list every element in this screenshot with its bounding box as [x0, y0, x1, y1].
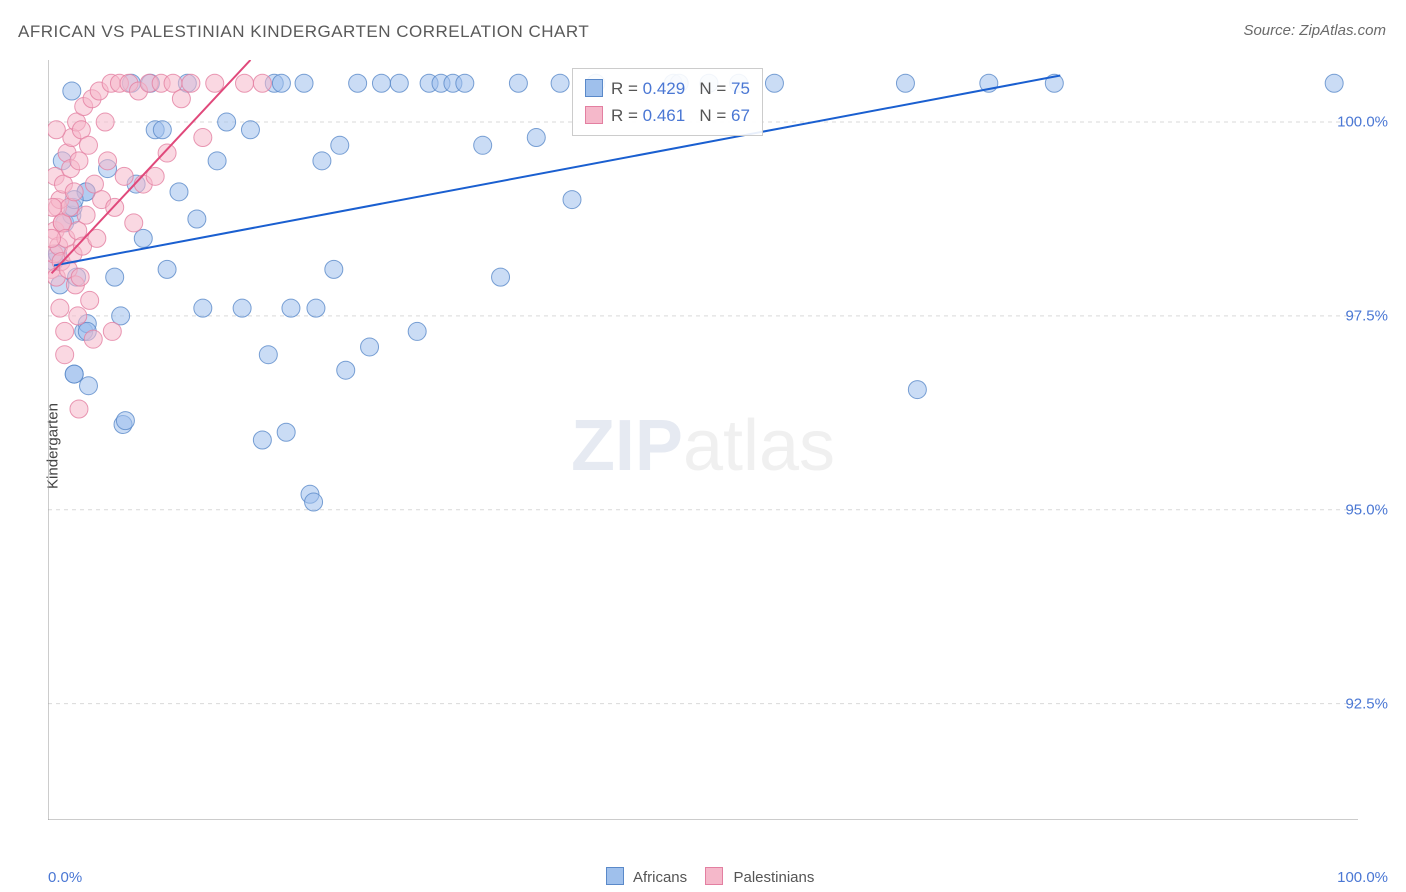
y-tick-label: 100.0% — [1337, 114, 1388, 131]
source-label: Source: ZipAtlas.com — [1243, 22, 1386, 39]
legend-label-palestinians: Palestinians — [733, 869, 814, 886]
y-tick-label: 92.5% — [1345, 695, 1388, 712]
legend: Africans Palestinians — [0, 867, 1406, 886]
stats-row: R = 0.429 N = 75 — [585, 75, 750, 102]
y-tick-label: 97.5% — [1345, 307, 1388, 324]
legend-swatch-africans — [606, 867, 624, 885]
scatter-plot — [48, 60, 1358, 820]
chart-container: AFRICAN VS PALESTINIAN KINDERGARTEN CORR… — [0, 0, 1406, 892]
chart-title: AFRICAN VS PALESTINIAN KINDERGARTEN CORR… — [18, 22, 589, 42]
y-tick-label: 95.0% — [1345, 501, 1388, 518]
correlation-stats-box: R = 0.429 N = 75R = 0.461 N = 67 — [572, 68, 763, 136]
legend-label-africans: Africans — [633, 869, 687, 886]
legend-swatch-palestinians — [705, 867, 723, 885]
stats-row: R = 0.461 N = 67 — [585, 102, 750, 129]
